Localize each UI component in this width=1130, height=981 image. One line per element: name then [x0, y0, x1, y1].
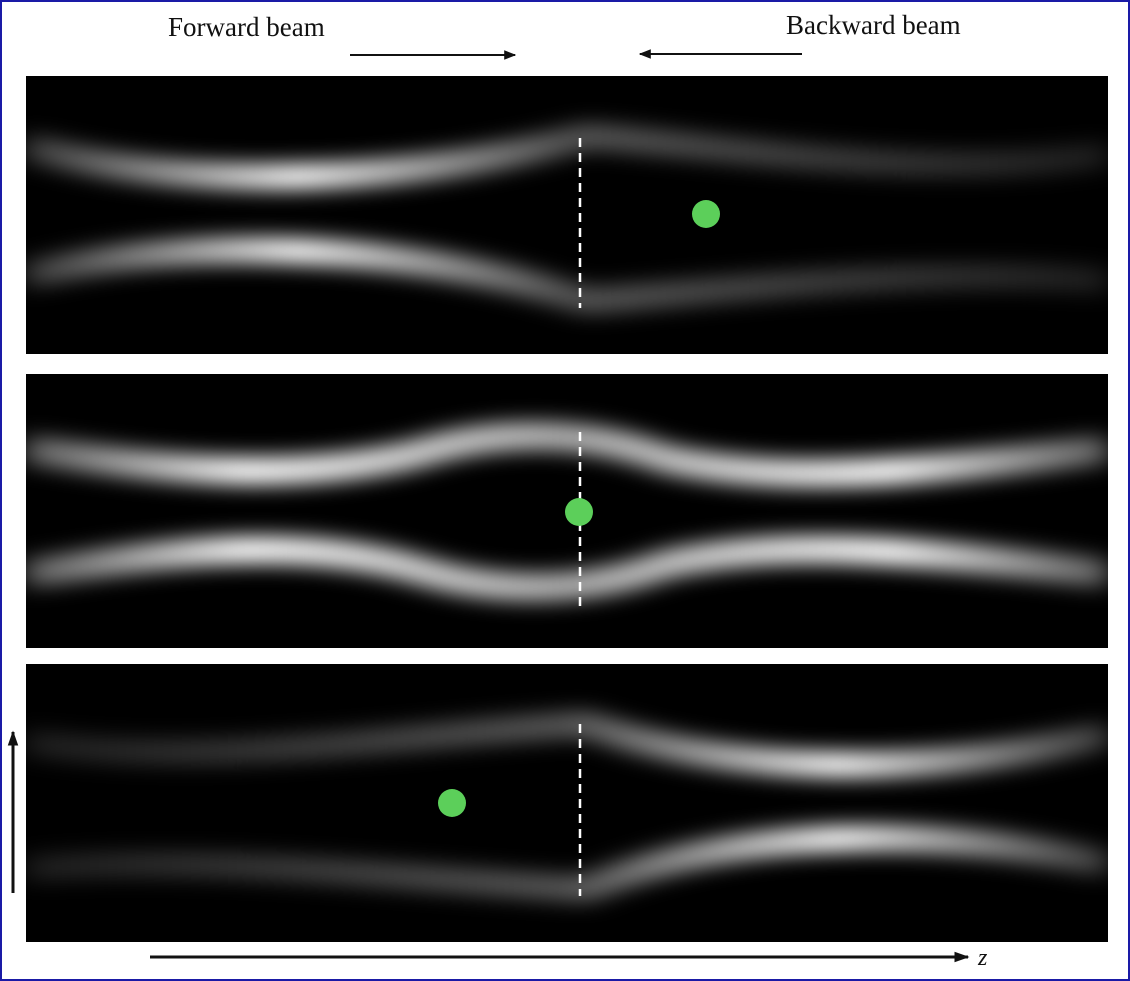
panel-bottom [26, 664, 1108, 942]
forward-beam-label: Forward beam [168, 12, 325, 42]
panel-top [26, 76, 1108, 354]
panel-middle [26, 374, 1108, 648]
beam-profile [26, 122, 1108, 315]
z-axis-label: z [978, 945, 988, 971]
backward-beam-label: Backward beam [786, 10, 961, 40]
particle-dot [565, 498, 593, 526]
beam-profile [26, 710, 1108, 903]
panel-background [26, 76, 1108, 354]
particle-dot [438, 789, 466, 817]
particle-dot [692, 200, 720, 228]
beam-profile [26, 421, 1108, 602]
